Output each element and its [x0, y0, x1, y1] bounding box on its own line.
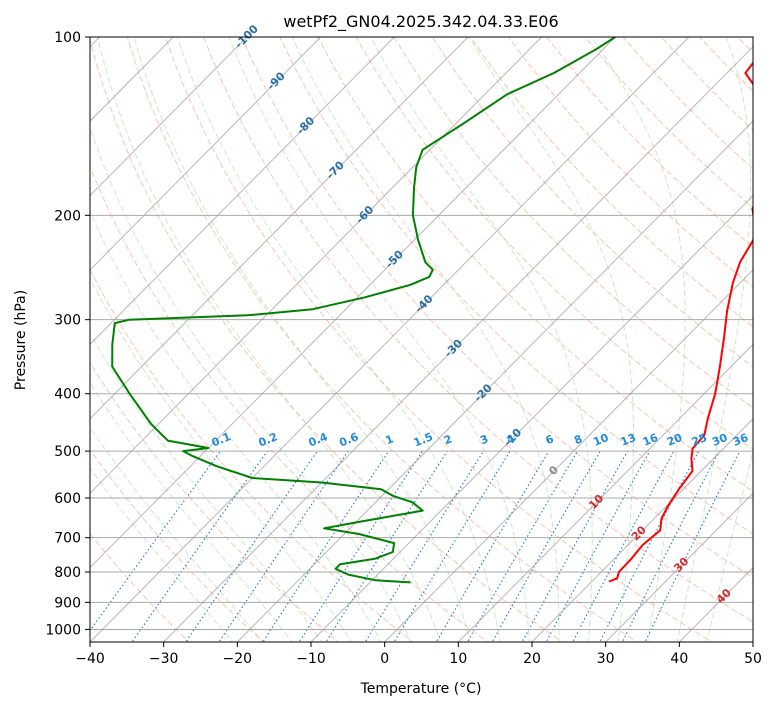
- x-axis-ticks: −40 −30 −20 −10 0 10 20 30 40 50: [75, 642, 762, 667]
- isotherm-line: [457, 343, 753, 642]
- mixing-ratio-label: 3: [478, 432, 490, 447]
- moist-adiabat-line: [468, 37, 634, 642]
- moist-adiabat-line: [176, 37, 501, 642]
- x-tick-label: 20: [523, 651, 541, 667]
- dry-adiabat-line: [508, 37, 753, 288]
- y-axis-label: Pressure (hPa): [13, 290, 29, 390]
- isobar-gridlines: [90, 37, 753, 630]
- isotherm-line: [90, 37, 469, 420]
- x-tick-label: −10: [296, 651, 326, 667]
- mixing-ratio-line: [435, 450, 550, 642]
- y-tick-label: 400: [54, 387, 81, 403]
- dry-adiabat-line: [393, 37, 753, 409]
- isotherm-line: [604, 492, 753, 642]
- moist-adiabat-line: [370, 37, 593, 642]
- dry-adiabat-line: [90, 164, 489, 642]
- mixing-ratio-line: [90, 450, 221, 632]
- isotherm-line: [90, 37, 248, 197]
- dewpoint-profile-line: [111, 37, 616, 584]
- mixing-ratio-label: 1: [384, 432, 396, 447]
- chart-title: wetPf2_GN04.2025.342.04.33.E06: [283, 12, 558, 32]
- x-tick-label: 0: [380, 651, 389, 667]
- y-tick-label: 900: [54, 595, 81, 611]
- plot-clip-group: [90, 37, 753, 642]
- moist-adiabat-line: [676, 37, 751, 642]
- mixing-ratio-line: [545, 450, 651, 642]
- mixing-ratio-label: 36: [731, 431, 750, 449]
- isotherm-line: [236, 120, 753, 642]
- mixing-ratio-line: [364, 450, 484, 642]
- y-axis-ticks: 100 200 300 400 500 600 700 800 900 1000: [45, 30, 90, 638]
- y-tick-label: 500: [54, 444, 81, 460]
- y-tick-label: 200: [54, 208, 81, 224]
- mixing-ratio-line: [185, 450, 318, 642]
- dry-adiabat-line: [431, 37, 753, 368]
- mixing-ratio-line: [325, 450, 448, 642]
- x-tick-label: 50: [744, 651, 762, 667]
- isotherm-line: [90, 37, 322, 271]
- isotherm-line: [90, 37, 616, 569]
- mixing-ratio-label: 8: [572, 432, 584, 447]
- x-tick-label: 30: [597, 651, 615, 667]
- y-tick-label: 100: [54, 30, 81, 46]
- isotherm-line: [531, 418, 753, 642]
- mixing-ratio-label: 20: [665, 431, 684, 449]
- x-tick-label: 10: [449, 651, 467, 667]
- mixing-ratio-label: 13: [619, 431, 638, 449]
- plot-area: -100-90-80-70-60-50-40-30-20-10010203040…: [45, 22, 762, 667]
- y-tick-label: 800: [54, 565, 81, 581]
- y-tick-label: 600: [54, 491, 81, 507]
- dry-adiabat-line: [317, 37, 753, 493]
- mixing-ratio-label: 16: [641, 431, 660, 449]
- moist-adiabat-line: [133, 37, 471, 642]
- mixing-ratio-label: 2: [442, 432, 454, 447]
- mixing-ratio-line: [466, 450, 578, 642]
- mixing-ratio-line: [262, 450, 390, 642]
- dry-adiabat-line: [241, 37, 753, 579]
- isotherm-line: [90, 37, 690, 642]
- x-tick-label: −20: [223, 651, 253, 667]
- isotherm-line: [162, 46, 753, 642]
- isotherm-line: [383, 269, 753, 642]
- moist-adiabat-line: [90, 381, 293, 642]
- mixing-ratio-line: [599, 450, 700, 642]
- mixing-ratio-label: 25: [690, 431, 709, 449]
- y-tick-label: 300: [54, 313, 81, 329]
- moist-adiabat-line: [291, 37, 560, 642]
- y-tick-label: 700: [54, 531, 81, 547]
- plot-frame: [89, 36, 754, 643]
- y-tick-label: 1000: [45, 622, 81, 638]
- mixing-ratio-line: [218, 450, 349, 642]
- isotherm-line: [90, 37, 395, 346]
- x-tick-label: −30: [149, 651, 179, 667]
- mixing-ratio-lines: [90, 450, 741, 642]
- moist-adiabat-line: [591, 37, 686, 642]
- isotherm-line: [90, 37, 543, 494]
- mixing-ratio-line: [131, 450, 268, 642]
- isotherms: [90, 37, 753, 642]
- moist-adiabats: [90, 37, 753, 642]
- isotherm-line: [310, 194, 753, 642]
- dry-adiabat-line: [279, 37, 753, 535]
- moist-adiabat-line: [228, 37, 530, 642]
- mixing-ratio-label: 10: [591, 431, 610, 449]
- temperature-profile-line: [608, 61, 753, 583]
- x-axis-label: Temperature (°C): [360, 681, 482, 697]
- x-tick-label: 40: [670, 651, 688, 667]
- moist-adiabat-line: [90, 332, 323, 642]
- x-tick-label: −40: [75, 651, 105, 667]
- mixing-ratio-line: [572, 450, 675, 642]
- mixing-ratio-label: 30: [710, 431, 729, 449]
